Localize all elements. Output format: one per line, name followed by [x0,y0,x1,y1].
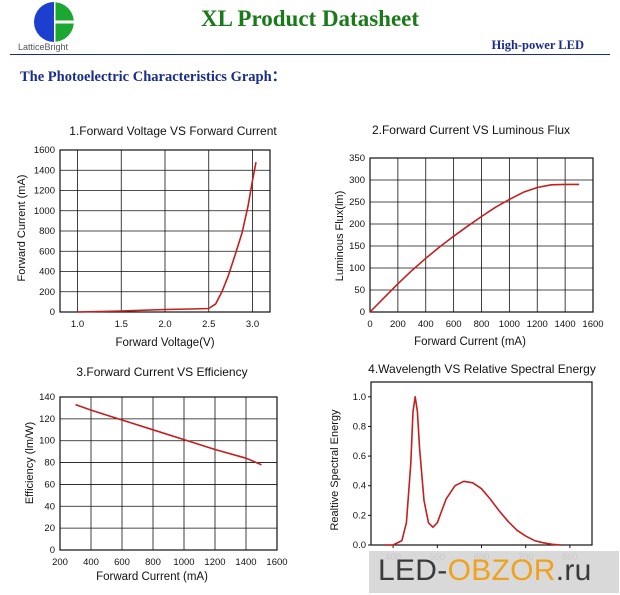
plot-frame [370,381,593,546]
y-axis-label: Realtive Spectral Energy [329,409,341,531]
watermark-text: LED-OBZOR.ru [378,554,592,588]
chart-4: 4.Wavelength VS Relative Spectral Energy… [329,362,596,563]
y-axis-label: Efficiency (lm/W) [24,422,36,504]
x-tick-label: 1000 [499,319,520,330]
y-tick-label: 0.2 [353,510,366,521]
y-axis-label: Forward Current (mA) [16,175,28,282]
y-tick-label: 0.8 [353,421,366,432]
y-tick-label: 0.4 [353,481,366,492]
section-title: The Photoelectric Characteristics Graph： [20,69,287,85]
y-tick-label: 0 [50,545,55,556]
watermark-part1: LED- [378,554,448,587]
chart-3: 3.Forward Current VS Efficiency 0 20 40 60 80… [24,365,288,583]
x-tick-label: 1200 [204,557,225,568]
x-tick-label: 2.5 [202,319,215,330]
x-tick-label: 1600 [266,557,287,568]
y-tick-label: 20 [44,523,55,534]
x-tick-label: 400 [83,557,99,568]
x-tick-label: 800 [145,557,161,568]
y-tick-label: 300 [349,175,365,186]
y-tick-label: 1000 [34,206,55,217]
y-tick-label: 100 [349,263,365,274]
y-axis-label: Luminous Flux(lm) [334,191,346,281]
y-tick-label: 50 [354,285,365,296]
series-line [369,183,580,313]
x-tick-label: 0 [367,319,372,330]
x-tick-label: 400 [418,319,434,330]
y-tick-label: 1400 [34,165,55,176]
x-tick-label: 1200 [527,319,548,330]
y-tick-label: 200 [39,287,55,298]
watermark-box [369,551,619,593]
chart-title: 4.Wavelength VS Relative Spectral Energy [368,362,596,376]
y-tick-label: 150 [349,241,365,252]
chart-title: 2.Forward Current VS Luminous Flux [372,123,570,137]
x-axis-label: Forward Voltage(V) [115,337,214,349]
x-tick-label: 1.0 [71,319,84,330]
series-line [77,162,257,313]
plot-frame [369,157,594,313]
chart-title: 1.Forward Voltage VS Forward Current [69,124,277,138]
page-title: XL Product Datasheet [200,6,420,31]
chart-title: 3.Forward Current VS Efficiency [76,365,247,379]
y-tick-label: 100 [39,436,55,447]
y-tick-label: 1200 [34,186,55,197]
y-tick-label: 200 [349,219,365,230]
x-tick-label: 1000 [173,557,194,568]
y-tick-label: 0 [360,307,365,318]
x-tick-label: 1600 [582,319,603,330]
y-tick-label: 0.6 [353,451,366,462]
watermark-part2: OBZOR [447,554,556,587]
x-tick-label: 1.5 [115,319,128,330]
x-tick-label: 800 [474,319,490,330]
y-tick-label: 600 [39,246,55,257]
plot-frame [59,396,278,551]
x-axis-label: Forward Current (mA) [414,336,526,348]
y-tick-label: 400 [39,267,55,278]
x-tick-label: 600 [114,557,130,568]
y-tick-label: 80 [44,458,55,469]
y-tick-label: 40 [44,501,55,512]
x-tick-label: 2.0 [158,319,171,330]
y-tick-label: 60 [44,479,55,490]
logo-text: LatticeBright [18,42,69,52]
x-tick-label: 3.0 [246,319,259,330]
x-tick-label: 600 [446,319,462,330]
y-tick-label: 1600 [34,145,55,156]
chart-2: 2.Forward Current VS Luminous Flux 0 50 100… [334,123,604,348]
x-tick-label: 1400 [235,557,256,568]
series-line [75,403,262,466]
logo-icon [34,2,74,42]
y-tick-label: 0.0 [353,540,366,551]
header-divider [10,54,610,55]
x-tick-label: 200 [390,319,406,330]
x-tick-label: 1400 [555,319,576,330]
chart-1: 1.Forward Voltage VS Forward Current 0 200… [16,124,277,349]
y-tick-label: 120 [39,414,55,425]
product-subtitle: High-power LED [491,38,585,52]
y-tick-label: 800 [39,226,55,237]
series-line [384,395,562,546]
plot-frame [59,149,271,313]
y-tick-label: 250 [349,197,365,208]
y-tick-label: 140 [39,392,55,403]
watermark-part3: .ru [555,554,592,587]
y-tick-label: 0 [50,307,55,318]
y-tick-label: 350 [349,153,365,164]
x-tick-label: 200 [52,557,68,568]
y-tick-label: 1.0 [353,392,366,403]
x-axis-label: Forward Current (mA) [96,571,208,583]
